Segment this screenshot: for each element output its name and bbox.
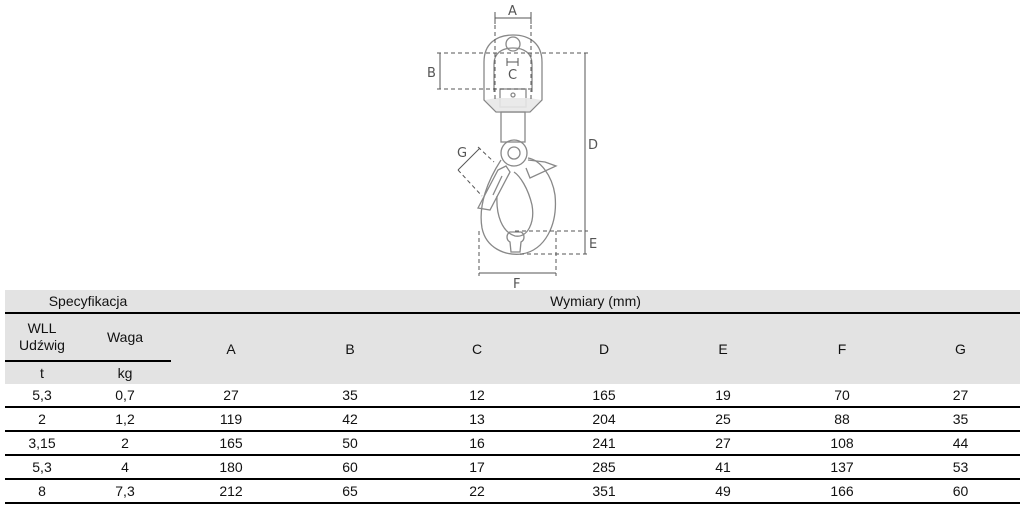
table-cell: 4 [79, 455, 171, 480]
table-row: 5,3 0,7 27 35 12 165 19 70 27 [5, 384, 1020, 408]
table-cell: 60 [901, 479, 1020, 504]
table-cell: 49 [663, 479, 783, 504]
table-cell: 53 [901, 455, 1020, 480]
swivel-shank [500, 111, 526, 143]
table-cell: 70 [783, 384, 901, 408]
table-row: 2 1,2 119 42 13 204 25 88 35 [5, 407, 1020, 432]
hook-pivot [500, 139, 528, 167]
table-cell: 35 [901, 407, 1020, 432]
col-header-d: D [545, 312, 663, 384]
swivel-eye [483, 34, 543, 113]
table-cell: 27 [901, 384, 1020, 408]
col-header-f: F [783, 312, 901, 384]
table-cell: 3,15 [5, 431, 79, 456]
table-cell: 60 [291, 455, 409, 480]
table-row: 5,3 4 180 60 17 285 41 137 53 [5, 455, 1020, 480]
dim-label-f: F [513, 277, 520, 290]
table-cell: 88 [783, 407, 901, 432]
table-cell: 12 [409, 384, 545, 408]
dim-label-g: G [457, 146, 467, 161]
table-cell: 166 [783, 479, 901, 504]
dim-label-a: A [508, 4, 517, 19]
table-cell: 212 [171, 479, 291, 504]
table-cell: 19 [663, 384, 783, 408]
table-cell: 44 [901, 431, 1020, 456]
unit-waga: kg [79, 361, 171, 384]
table-cell: 165 [171, 431, 291, 456]
col-header-c: C [409, 312, 545, 384]
table-cell: 27 [171, 384, 291, 408]
spec-table: Specyfikacja Wymiary (mm) WLL Udźwig Waga… [5, 290, 1020, 504]
table-cell: 8 [5, 479, 79, 504]
eye-ball [505, 36, 521, 52]
safety-latch [477, 165, 511, 211]
dims-group-header: Wymiary (mm) [171, 290, 1020, 313]
dim-label-d: D [588, 138, 598, 153]
col-header-g: G [901, 312, 1020, 384]
table-cell: 180 [171, 455, 291, 480]
table-cell: 0,7 [79, 384, 171, 408]
table-cell: 65 [291, 479, 409, 504]
table-cell: 50 [291, 431, 409, 456]
table-cell: 241 [545, 431, 663, 456]
table-cell: 27 [663, 431, 783, 456]
table-cell: 35 [291, 384, 409, 408]
table-cell: 165 [545, 384, 663, 408]
col-header-wll: WLL Udźwig [5, 312, 79, 362]
table-cell: 16 [409, 431, 545, 456]
table-row: 3,15 2 165 50 16 241 27 108 44 [5, 431, 1020, 456]
swivel-hook-drawing: A B C D E F G [427, 4, 598, 290]
table-cell: 285 [545, 455, 663, 480]
table-cell: 5,3 [5, 455, 79, 480]
table-cell: 22 [409, 479, 545, 504]
col-header-e: E [663, 312, 783, 384]
column-header-row: WLL Udźwig Waga A B C D E F G [5, 312, 1020, 384]
table-cell: 137 [783, 455, 901, 480]
table-cell: 17 [409, 455, 545, 480]
table-cell: 204 [545, 407, 663, 432]
swivel-eye-inner [493, 47, 533, 92]
col-header-a: A [171, 312, 291, 384]
table-cell: 1,2 [79, 407, 171, 432]
table-cell: 7,3 [79, 479, 171, 504]
group-header-row: Specyfikacja Wymiary (mm) [5, 290, 1020, 313]
spec-group-header: Specyfikacja [5, 290, 171, 313]
table-cell: 2 [79, 431, 171, 456]
table-cell: 25 [663, 407, 783, 432]
col-header-b: B [291, 312, 409, 384]
unit-wll: t [5, 361, 79, 384]
col-header-waga: Waga [79, 312, 171, 362]
table-cell: 108 [783, 431, 901, 456]
table-cell: 42 [291, 407, 409, 432]
units-row: t kg [5, 361, 1020, 384]
table-cell: 119 [171, 407, 291, 432]
dim-label-c: C [508, 68, 517, 83]
table-cell: 13 [409, 407, 545, 432]
table-cell: 5,3 [5, 384, 79, 408]
table-cell: 2 [5, 407, 79, 432]
dim-label-e: E [589, 237, 597, 252]
table-row: 8 7,3 212 65 22 351 49 166 60 [5, 479, 1020, 504]
table-cell: 41 [663, 455, 783, 480]
table-cell: 351 [545, 479, 663, 504]
dim-label-b: B [427, 66, 436, 81]
